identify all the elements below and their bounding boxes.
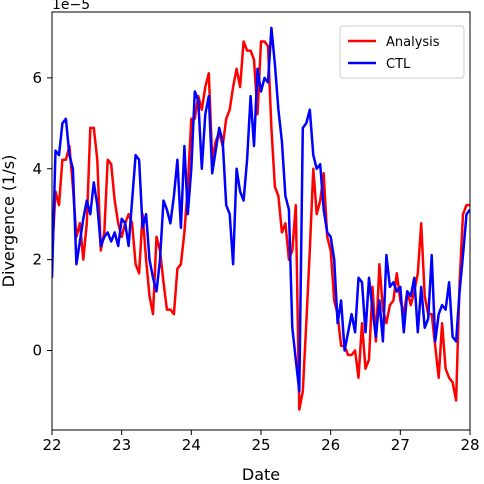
y-tick-label: 2 bbox=[32, 251, 42, 269]
y-axis-label: Divergence (1/s) bbox=[0, 155, 18, 288]
series-line-ctl bbox=[52, 26, 470, 393]
legend-label-ctl: CTL bbox=[386, 57, 411, 72]
y-offset-label: 1e−5 bbox=[52, 0, 90, 13]
legend-box bbox=[339, 25, 465, 79]
series-layer bbox=[52, 26, 470, 411]
x-tick-label: 28 bbox=[460, 436, 479, 454]
legend: Analysis CTL bbox=[339, 25, 465, 79]
x-tick-label: 22 bbox=[42, 436, 61, 454]
x-axis-label: Date bbox=[242, 465, 280, 484]
legend-label-analysis: Analysis bbox=[386, 35, 440, 50]
plot-area bbox=[52, 26, 470, 411]
x-tick-label: 24 bbox=[182, 436, 201, 454]
series-line-analysis bbox=[52, 40, 470, 411]
y-tick-label: 0 bbox=[32, 341, 42, 359]
y-tick-label: 6 bbox=[32, 69, 42, 87]
x-tick-label: 26 bbox=[321, 436, 340, 454]
x-tick-label: 25 bbox=[251, 436, 270, 454]
x-tick-label: 27 bbox=[391, 436, 410, 454]
x-tick-label: 23 bbox=[112, 436, 131, 454]
y-tick-label: 4 bbox=[32, 160, 42, 178]
